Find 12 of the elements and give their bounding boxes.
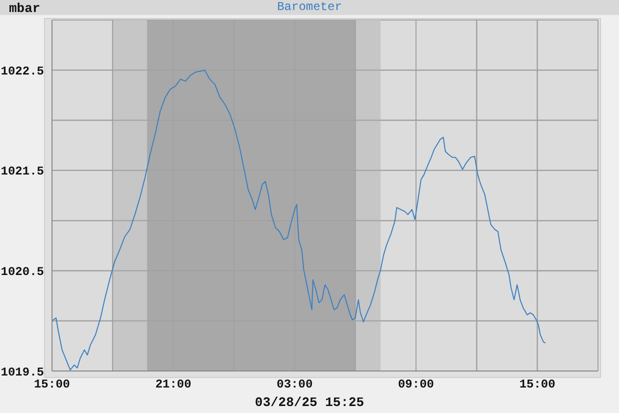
chart-title: Barometer	[277, 0, 342, 14]
text: 03/28/25 15:25	[254, 395, 366, 410]
x-tick-label: 15:00	[34, 378, 70, 392]
x-tick-label: 21:00	[155, 378, 192, 392]
y-axis-title: mbar	[9, 1, 40, 17]
x-tick-label: 03:00	[276, 378, 313, 392]
y-tick-label: 1019.5	[0, 365, 44, 380]
y-tick-label: 1022.5	[0, 64, 44, 78]
y-tick-label: 1021.5	[0, 164, 44, 179]
y-tick-label: 1020.5	[0, 264, 44, 279]
x-tick-label: 09:00	[398, 378, 434, 392]
x-tick-label: 15:00	[519, 378, 556, 392]
